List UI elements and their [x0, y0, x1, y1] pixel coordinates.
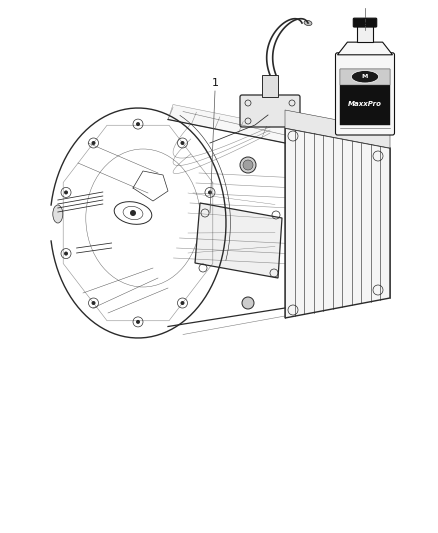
Circle shape — [64, 252, 68, 255]
Text: M: M — [362, 74, 368, 79]
Circle shape — [242, 297, 254, 309]
Ellipse shape — [351, 70, 378, 83]
Polygon shape — [338, 42, 392, 55]
Ellipse shape — [304, 20, 312, 26]
FancyBboxPatch shape — [262, 75, 278, 97]
Circle shape — [92, 301, 95, 305]
Text: MaxxPro: MaxxPro — [348, 101, 382, 107]
Text: 1: 1 — [212, 78, 219, 88]
FancyBboxPatch shape — [353, 18, 377, 27]
FancyBboxPatch shape — [357, 26, 373, 42]
Ellipse shape — [53, 205, 63, 223]
FancyBboxPatch shape — [336, 53, 395, 135]
Circle shape — [92, 141, 95, 145]
Circle shape — [64, 190, 68, 195]
Polygon shape — [285, 110, 390, 148]
Polygon shape — [168, 104, 290, 143]
FancyBboxPatch shape — [340, 69, 390, 85]
Circle shape — [240, 157, 256, 173]
Circle shape — [136, 122, 140, 126]
FancyBboxPatch shape — [240, 95, 300, 127]
FancyBboxPatch shape — [340, 69, 390, 125]
Polygon shape — [285, 128, 390, 318]
Text: 2: 2 — [361, 18, 368, 28]
Circle shape — [208, 252, 212, 255]
Circle shape — [180, 141, 184, 145]
Circle shape — [243, 160, 253, 170]
Circle shape — [136, 320, 140, 324]
Polygon shape — [195, 203, 282, 278]
Circle shape — [130, 210, 136, 216]
Circle shape — [180, 301, 184, 305]
Circle shape — [208, 190, 212, 195]
